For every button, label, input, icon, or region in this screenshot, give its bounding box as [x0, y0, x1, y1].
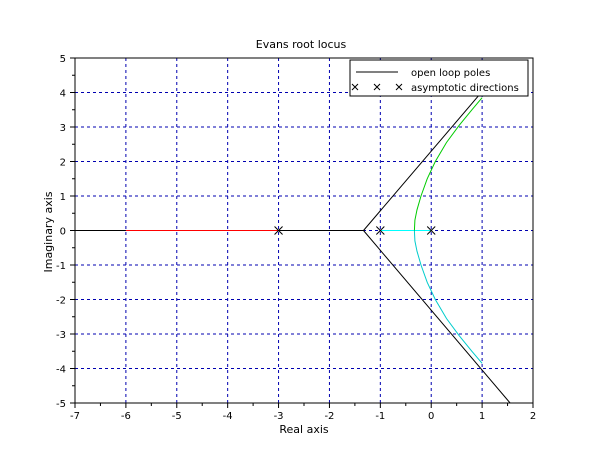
series-line-8: [363, 230, 511, 404]
series-line-5: [413, 97, 483, 231]
series-line-6: [413, 230, 483, 364]
y-tick-label: 5: [60, 54, 66, 65]
legend-marker-swatch: [351, 83, 403, 91]
x-tick-label: -2: [324, 411, 334, 422]
y-tick-label: 0: [60, 227, 66, 238]
x-tick-label: -7: [70, 411, 80, 422]
y-axis-label: Imaginary axis: [42, 191, 55, 272]
y-tick-label: 4: [60, 89, 66, 100]
x-axis-label: Real axis: [279, 423, 329, 436]
pole-marker-0: [274, 226, 283, 235]
series-line-7: [363, 85, 488, 231]
x-tick-label: 2: [530, 411, 536, 422]
ticks: -7 -6 -5 -4 -3 -2 -1 0 1 2 -5 -4 -3 -2 -1 0 1 2 3 4 5: [56, 54, 536, 422]
pole-markers: [274, 226, 436, 235]
y-tick-label: -3: [56, 330, 66, 341]
x-tick-label: 0: [428, 411, 434, 422]
y-tick-label: 3: [60, 123, 66, 134]
y-tick-label: 1: [60, 192, 66, 203]
legend-entry-asymptotic-directions: asymptotic directions: [411, 83, 519, 94]
x-tick-label: -6: [121, 411, 131, 422]
legend: open loop poles asymptotic directions: [349, 59, 529, 97]
y-tick-label: 2: [60, 158, 66, 169]
pole-marker-2: [426, 226, 436, 235]
x-tick-label: -4: [223, 411, 233, 422]
y-tick-label: -2: [56, 296, 66, 307]
y-tick-label: -5: [56, 399, 66, 410]
pole-marker-1: [375, 226, 385, 235]
chart-title: Evans root locus: [256, 38, 347, 51]
y-tick-label: -4: [56, 365, 66, 376]
x-tick-label: -1: [375, 411, 385, 422]
x-tick-label: 1: [479, 411, 485, 422]
series-group: [75, 85, 511, 404]
legend-entry-open-loop-poles: open loop poles: [411, 68, 490, 79]
y-tick-label: -1: [56, 261, 66, 272]
x-tick-label: -3: [274, 411, 284, 422]
x-tick-label: -5: [172, 411, 182, 422]
